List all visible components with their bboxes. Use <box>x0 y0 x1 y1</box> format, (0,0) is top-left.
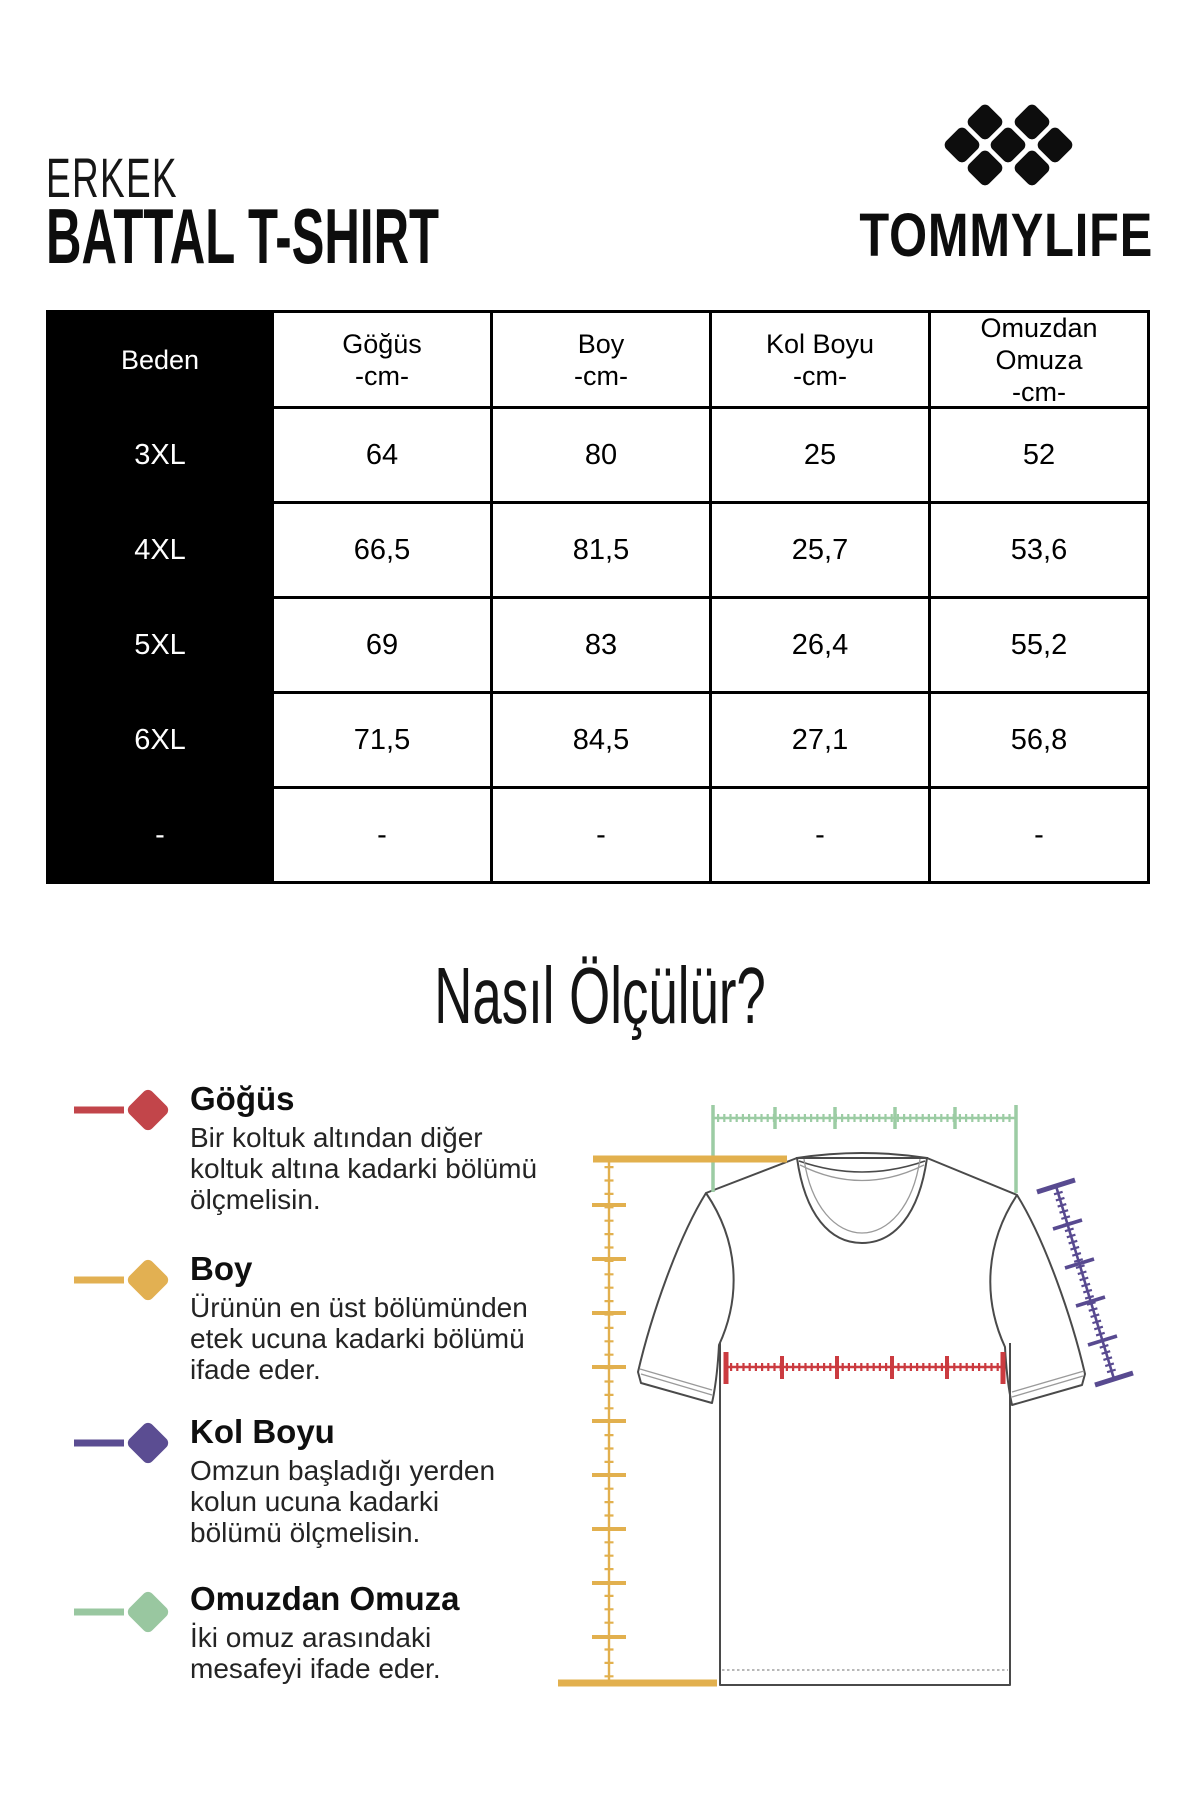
legend-item-boy: Boy Ürünün en üst bölümünden etek ucuna … <box>190 1250 610 1385</box>
table-header-omuzdan-omuza: Omuzdan Omuza -cm- <box>931 313 1147 407</box>
length-ruler <box>558 1155 787 1687</box>
table-cell: 80 <box>493 409 709 501</box>
table-cell: 27,1 <box>712 694 928 786</box>
legend-description: İki omuz arasındaki mesafeyi ifade eder. <box>190 1622 441 1684</box>
tshirt-outline <box>705 1157 1018 1686</box>
table-header-kol-boyu: Kol Boyu -cm- <box>712 313 928 406</box>
gogus-diamond-icon <box>74 1089 169 1131</box>
brand-wordmark: TOMMYLIFE <box>859 201 1153 269</box>
sleeve-stitching <box>639 1368 1085 1398</box>
table-cell: 64 <box>274 409 490 501</box>
table-cell: 25 <box>712 409 928 501</box>
legend-title: Göğüs <box>190 1080 295 1117</box>
table-cell: 81,5 <box>493 504 709 596</box>
table-header-gogus: Göğüs -cm- <box>274 313 490 406</box>
legend-title: Omuzdan Omuza <box>190 1580 460 1617</box>
legend-item-gogus: Göğüs Bir koltuk altından diğer koltuk a… <box>190 1080 610 1215</box>
table-cell: 69 <box>274 599 490 691</box>
legend-item-omuzdan-omuza: Omuzdan Omuza İki omuz arasındaki mesafe… <box>190 1580 610 1684</box>
category-label: ERKEK <box>46 146 178 209</box>
table-row-size: 4XL <box>49 504 271 596</box>
table-cell: - <box>712 789 928 881</box>
tshirt-body <box>720 1158 1010 1685</box>
legend-description: Omzun başladığı yerden kolun ucuna kadar… <box>190 1455 496 1548</box>
table-cell: 53,6 <box>931 504 1147 596</box>
table-header-boy: Boy -cm- <box>493 313 709 406</box>
boy-diamond-icon <box>74 1259 169 1301</box>
tshirt-sleeves <box>637 1192 1086 1406</box>
table-cell: 84,5 <box>493 694 709 786</box>
legend-title: Kol Boyu <box>190 1413 335 1450</box>
omuzdan-omuza-diamond-icon <box>74 1591 169 1633</box>
table-header-beden: Beden <box>49 313 271 406</box>
legend-description: Ürünün en üst bölümünden etek ucuna kada… <box>190 1292 528 1385</box>
table-cell: 52 <box>931 409 1147 501</box>
sleeve-ruler <box>1036 1177 1134 1388</box>
table-cell: 25,7 <box>712 504 928 596</box>
table-cell: 66,5 <box>274 504 490 596</box>
legend-description: Bir koltuk altından diğer koltuk altına … <box>190 1122 538 1215</box>
brand-logo-icon <box>944 104 1073 186</box>
table-cell: 55,2 <box>931 599 1147 691</box>
tshirt-measurement-diagram <box>558 1105 1134 1687</box>
table-row-size: 5XL <box>49 599 271 691</box>
table-row-size: 6XL <box>49 694 271 786</box>
shoulder-ruler <box>711 1105 1018 1193</box>
legend-item-kol-boyu: Kol Boyu Omzun başladığı yerden kolun uc… <box>190 1413 610 1548</box>
table-cell: - <box>931 789 1147 881</box>
product-title: BATTAL T-SHIRT <box>46 192 440 280</box>
chest-ruler <box>723 1352 1006 1384</box>
collar-stitch-line <box>803 1158 921 1234</box>
table-cell: - <box>274 789 490 881</box>
legend-title: Boy <box>190 1250 253 1287</box>
table-cell: 26,4 <box>712 599 928 691</box>
size-table: Beden Göğüs -cm- Boy -cm- Kol Boyu -cm- … <box>46 310 1150 884</box>
collar <box>795 1157 929 1245</box>
table-cell: 83 <box>493 599 709 691</box>
table-cell: 56,8 <box>931 694 1147 786</box>
how-to-measure-heading: Nasıl Ölçülür? <box>434 951 766 1040</box>
kol-boyu-diamond-icon <box>74 1422 169 1464</box>
collar-back-line <box>798 1160 926 1173</box>
table-row-size: - <box>49 789 271 881</box>
table-cell: 71,5 <box>274 694 490 786</box>
table-cell: - <box>493 789 709 881</box>
table-row-size: 3XL <box>49 409 271 501</box>
